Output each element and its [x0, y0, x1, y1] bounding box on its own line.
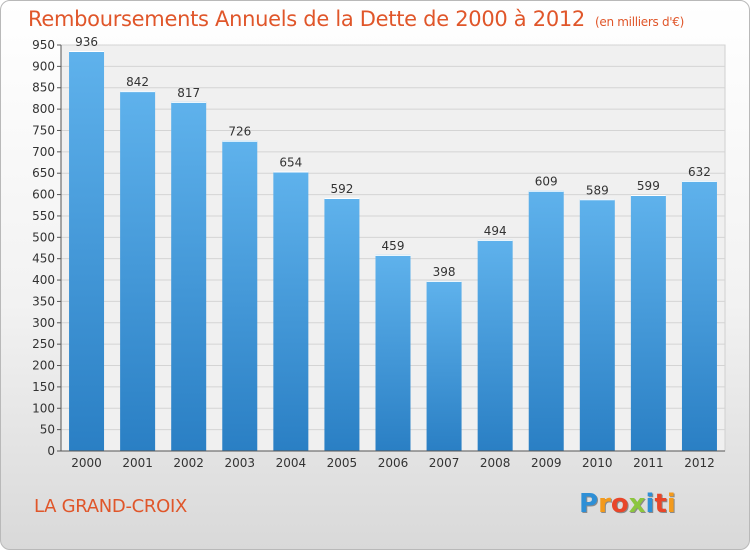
- data-label: 599: [637, 179, 660, 193]
- x-tick-label: 2003: [224, 456, 255, 470]
- y-tick-label: 850: [32, 81, 55, 95]
- y-tick-label: 600: [32, 188, 55, 202]
- data-label: 494: [484, 224, 507, 238]
- y-tick-label: 450: [32, 252, 55, 266]
- bar-2011: [630, 195, 666, 451]
- x-tick-label: 2001: [122, 456, 153, 470]
- data-label: 632: [688, 165, 711, 179]
- y-tick-label: 700: [32, 145, 55, 159]
- x-tick-label: 2005: [327, 456, 358, 470]
- chart-title: Remboursements Annuels de la Dette de 20…: [28, 7, 684, 31]
- bar-series: 936 842 817 726 654 592 459 398 494 609 589 599 632: [69, 35, 717, 452]
- data-label: 609: [535, 175, 558, 189]
- bar-2006: [375, 254, 411, 451]
- data-label: 936: [75, 35, 98, 49]
- bar-2009: [528, 190, 564, 451]
- logo-letter: r: [598, 489, 611, 519]
- y-tick-label: 150: [32, 380, 55, 394]
- data-label: 654: [279, 156, 302, 170]
- x-tick-label: 2006: [378, 456, 409, 470]
- data-label: 459: [382, 239, 405, 253]
- x-tick-label: 2004: [276, 456, 307, 470]
- logo-letter: i: [645, 489, 655, 519]
- y-tick-label: 0: [47, 444, 55, 458]
- x-tick-label: 2011: [633, 456, 664, 470]
- chart-unit: (en milliers d'€): [595, 15, 685, 29]
- y-tick-label: 50: [40, 423, 55, 437]
- logo-letter: i: [666, 489, 676, 519]
- bar-2007: [426, 280, 462, 451]
- bar-2012: [681, 180, 717, 452]
- y-tick-label: 950: [32, 38, 55, 52]
- data-label: 726: [228, 125, 251, 139]
- x-tick-label: 2009: [531, 456, 562, 470]
- x-tick-label: 2008: [480, 456, 511, 470]
- y-tick-label: 250: [32, 337, 55, 351]
- data-label: 817: [177, 86, 200, 100]
- logo-letter: P: [579, 489, 599, 519]
- y-axis-tick-labels: 0 50 100 150 200 250 300 350 400 450 500 550 600 650 7…: [32, 38, 61, 458]
- data-label: 398: [433, 265, 456, 279]
- y-tick-label: 550: [32, 209, 55, 223]
- y-tick-label: 650: [32, 166, 55, 180]
- logo-letter: x: [628, 489, 646, 519]
- bar-2005: [324, 197, 360, 451]
- bar-2004: [273, 171, 309, 452]
- y-tick-label: 750: [32, 123, 55, 137]
- y-tick-label: 200: [32, 359, 55, 373]
- y-tick-label: 800: [32, 102, 55, 116]
- x-tick-label: 2012: [684, 456, 715, 470]
- data-label: 589: [586, 183, 609, 197]
- x-tick-label: 2007: [429, 456, 460, 470]
- y-tick-label: 350: [32, 294, 55, 308]
- city-name: LA GRAND-CROIX: [34, 496, 188, 517]
- x-axis-tick-labels: 2000 2001 2002 2003 2004 2005 2006 2007 2008 2009…: [71, 456, 714, 470]
- bar-2003: [222, 140, 258, 451]
- logo-letter: o: [610, 489, 629, 519]
- y-tick-label: 500: [32, 230, 55, 244]
- bar-2000: [69, 50, 105, 452]
- bar-2010: [579, 199, 615, 451]
- bar-2002: [171, 101, 207, 451]
- data-label: 842: [126, 75, 149, 89]
- bar-2008: [477, 239, 513, 451]
- x-tick-label: 2000: [71, 456, 102, 470]
- logo-letter: t: [654, 489, 667, 519]
- chart-title-text: Remboursements Annuels de la Dette de 20…: [28, 7, 585, 31]
- data-label: 592: [330, 182, 353, 196]
- y-tick-label: 400: [32, 273, 55, 287]
- x-tick-label: 2010: [582, 456, 613, 470]
- proxiti-logo: Proxiti: [579, 489, 676, 519]
- bar-2001: [120, 91, 156, 451]
- y-tick-label: 300: [32, 316, 55, 330]
- y-tick-label: 900: [32, 59, 55, 73]
- y-tick-label: 100: [32, 401, 55, 415]
- x-tick-label: 2002: [173, 456, 204, 470]
